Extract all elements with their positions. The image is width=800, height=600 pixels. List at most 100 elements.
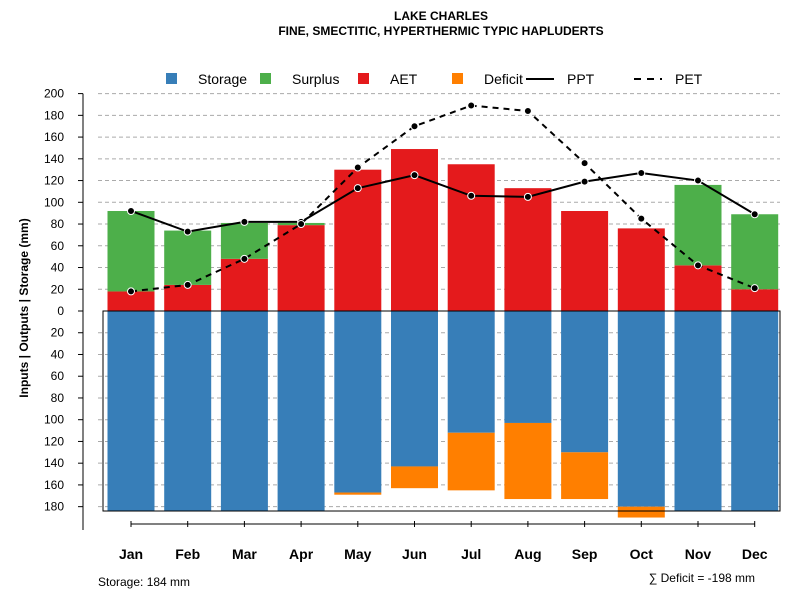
legend-aet-label: AET <box>390 71 418 87</box>
y-axis-label: Inputs | Outputs | Storage (mm) <box>17 218 31 397</box>
legend-deficit-swatch <box>452 73 463 84</box>
pet-point <box>297 220 306 229</box>
x-tick-label: Mar <box>232 546 257 562</box>
aet-bar <box>277 225 325 311</box>
chart-title: LAKE CHARLES <box>394 9 488 23</box>
y-tick-label: 60 <box>51 239 65 253</box>
y-tick-label: 160 <box>44 478 64 492</box>
legend-pet-label: PET <box>675 71 703 87</box>
surplus-bar <box>107 210 155 292</box>
surplus-bar <box>220 222 268 259</box>
storage-bar <box>164 311 212 512</box>
y-tick-label: 80 <box>51 391 65 405</box>
ppt-line <box>130 171 756 233</box>
storage-bar <box>674 311 722 512</box>
pet-point <box>467 101 476 110</box>
y-tick-label: 200 <box>44 87 64 101</box>
y-tick-label: 100 <box>44 413 64 427</box>
ppt-point <box>580 177 589 186</box>
ppt-point <box>467 191 476 200</box>
deficit-bar <box>504 422 552 500</box>
pet-point <box>750 284 759 293</box>
y-tick-label: 180 <box>44 500 64 514</box>
storage-bar <box>391 311 438 467</box>
pet-point <box>410 122 419 131</box>
ppt-point <box>240 217 249 226</box>
y-tick-label: 140 <box>44 456 64 470</box>
x-tick-label: Jul <box>461 546 481 562</box>
ppt-point <box>523 192 532 201</box>
storage-bar <box>277 311 325 512</box>
deficit-bar <box>447 432 495 491</box>
pet-point <box>580 159 589 168</box>
storage-bar <box>731 311 779 512</box>
ppt-point <box>750 210 759 219</box>
storage-bar <box>447 311 495 433</box>
ppt-point <box>694 176 702 185</box>
chart-subtitle: FINE, SMECTITIC, HYPERTHERMIC TYPIC HAPL… <box>278 24 603 38</box>
y-tick-label: 180 <box>44 108 64 122</box>
storage-bar <box>561 311 609 453</box>
aet-bar <box>107 291 155 311</box>
storage-frame <box>102 310 781 512</box>
surplus-bar <box>164 230 212 285</box>
x-tick-label: May <box>344 546 371 562</box>
x-tick-label: Dec <box>742 546 768 562</box>
deficit-bar <box>391 466 438 489</box>
aet-bar <box>447 164 495 311</box>
deficit-bar <box>561 452 609 500</box>
pet-point <box>523 106 532 115</box>
storage-note: Storage: 184 mm <box>98 575 190 589</box>
pet-point <box>240 254 249 263</box>
x-tick-label: Nov <box>685 546 712 562</box>
ppt-point <box>127 206 135 215</box>
storage-bar <box>220 311 268 512</box>
y-tick-label: 60 <box>51 369 65 383</box>
aet-bar <box>674 265 722 311</box>
y-tick-label: 140 <box>44 152 64 166</box>
pet-line <box>130 104 756 293</box>
aet-bar <box>561 210 609 311</box>
legend-storage-label: Storage <box>198 71 247 87</box>
x-tick-label: Apr <box>289 546 314 562</box>
pet-point <box>183 280 192 289</box>
y-tick-label: 100 <box>44 195 64 209</box>
deficit-bar <box>617 506 665 518</box>
aet-bar <box>617 228 665 311</box>
legend-surplus-swatch <box>260 73 271 84</box>
y-tick-label: 120 <box>44 174 64 188</box>
storage-bar <box>504 311 552 423</box>
surplus-bar <box>731 214 779 290</box>
ppt-point <box>410 171 419 180</box>
storage-bar <box>107 311 155 512</box>
storage-bar <box>334 311 382 493</box>
x-tick-label: Feb <box>175 546 200 562</box>
x-tick-label: Sep <box>572 546 598 562</box>
y-tick-label: 20 <box>51 282 65 296</box>
y-tick-label: 120 <box>44 434 64 448</box>
legend-aet-swatch <box>358 73 369 84</box>
legend-ppt-label: PPT <box>567 71 595 87</box>
storage-bar <box>617 311 665 507</box>
aet-bar <box>334 169 382 311</box>
surplus-bar <box>674 184 722 266</box>
y-tick-label: 20 <box>51 326 65 340</box>
aet-bar <box>164 284 212 311</box>
x-tick-label: Jun <box>402 546 427 562</box>
pet-point <box>694 261 702 270</box>
y-tick-label: 160 <box>44 130 64 144</box>
x-tick-label: Oct <box>630 546 654 562</box>
legend-deficit-label: Deficit <box>484 71 523 87</box>
x-tick-label: Jan <box>119 546 143 562</box>
legend-storage-swatch <box>166 73 177 84</box>
deficit-bar <box>334 492 382 495</box>
ppt-point <box>183 227 192 236</box>
y-tick-label: 40 <box>51 347 65 361</box>
ppt-point <box>637 168 646 177</box>
x-tick-label: Aug <box>514 546 541 562</box>
pet-point <box>127 287 135 296</box>
aet-bar <box>220 258 268 311</box>
deficit-note: ∑ Deficit = -198 mm <box>649 571 755 585</box>
y-tick-label: 40 <box>51 261 65 275</box>
aet-bar <box>731 289 779 311</box>
